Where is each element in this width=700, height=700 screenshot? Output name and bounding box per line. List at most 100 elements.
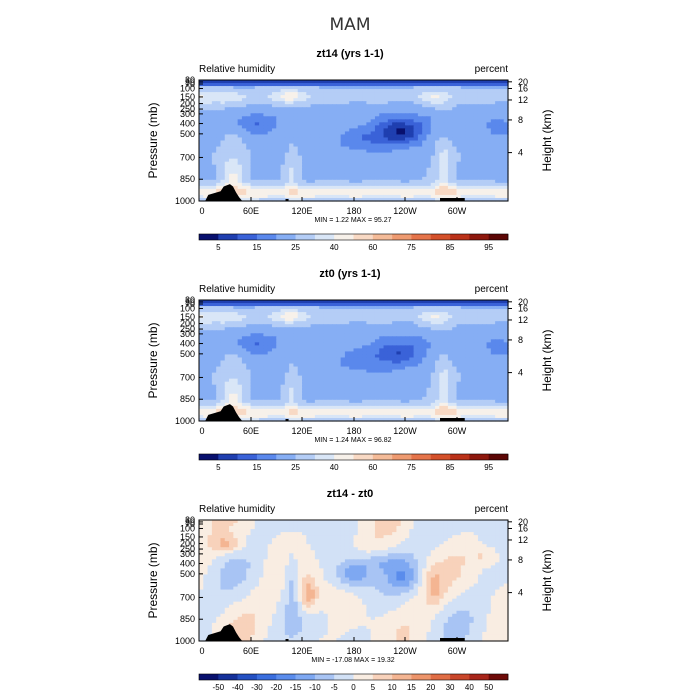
heatmap-cell — [280, 125, 286, 130]
heatmap-cell — [276, 312, 282, 316]
heatmap-cell — [426, 176, 432, 181]
heatmap-cell — [469, 375, 475, 380]
heatmap-cell — [211, 372, 217, 377]
heatmap-cell — [387, 191, 393, 196]
heatmap-cell — [357, 336, 363, 340]
heatmap-cell — [254, 197, 260, 202]
heatmap-cell — [323, 324, 329, 328]
heatmap-cell — [250, 191, 256, 196]
heatmap-cell — [374, 146, 380, 151]
heatmap-cell — [332, 110, 337, 114]
heatmap-cell — [323, 191, 329, 196]
heatmap-cell — [297, 86, 303, 90]
colorbar: 5 15 25 40 60 75 85 95 — [198, 233, 509, 252]
heatmap-cell — [241, 381, 247, 386]
heatmap-cell — [344, 197, 350, 202]
heatmap-cell — [314, 366, 320, 371]
heatmap-cell — [280, 131, 286, 136]
heatmap-cell — [413, 354, 419, 359]
heatmap-cell — [271, 318, 277, 322]
heatmap-cell — [447, 312, 453, 316]
heatmap-cell — [280, 336, 286, 340]
heatmap-cell — [357, 324, 363, 328]
heatmap-cell — [362, 306, 367, 310]
heatmap-cell — [499, 330, 505, 334]
heatmap-cell — [310, 119, 316, 123]
heatmap-cell — [490, 179, 496, 184]
heatmap-cell — [456, 164, 462, 169]
heatmap-cell — [246, 170, 252, 175]
heatmap-cell — [366, 149, 372, 154]
heatmap-cell — [422, 309, 428, 313]
heatmap-cell — [490, 152, 496, 157]
heatmap-cell — [392, 363, 398, 368]
heatmap-cell — [216, 104, 222, 108]
heatmap-cell — [362, 92, 367, 96]
heatmap-cell — [392, 179, 398, 184]
heatmap-cell — [400, 134, 406, 139]
heatmap-cell — [353, 372, 359, 377]
heatmap-cell — [344, 125, 350, 130]
heatmap-cell — [456, 122, 462, 126]
heatmap-cell — [400, 348, 406, 353]
heatmap-cell — [486, 134, 492, 139]
heatmap-cell — [276, 327, 282, 331]
heatmap-cell — [422, 83, 428, 87]
heatmap-cell — [396, 324, 402, 328]
heatmap-cell — [353, 309, 359, 313]
heatmap-cell — [199, 113, 204, 117]
heatmap-cell — [456, 107, 462, 111]
heatmap-cell — [405, 327, 410, 331]
heatmap-cell — [224, 125, 230, 130]
heatmap-cell — [289, 188, 295, 193]
heatmap-cell — [357, 158, 363, 163]
heatmap-cell — [482, 173, 488, 178]
heatmap-cell — [366, 309, 372, 313]
heatmap-cell — [503, 197, 509, 202]
heatmap-cell — [302, 318, 307, 322]
heatmap-cell — [284, 375, 290, 380]
heatmap-cell — [422, 351, 428, 356]
heatmap-cell — [327, 336, 333, 340]
heatmap-cell — [267, 140, 273, 145]
heatmap-cell — [447, 134, 453, 139]
heatmap-cell — [289, 83, 295, 87]
heatmap-cell — [259, 182, 264, 187]
heatmap-cell — [284, 306, 290, 310]
heatmap-cell — [237, 179, 243, 184]
heatmap-cell — [387, 131, 393, 136]
heatmap-cell — [297, 381, 303, 386]
heatmap-cell — [319, 179, 325, 184]
heatmap-cell — [229, 143, 234, 148]
heatmap-cell — [392, 336, 398, 340]
heatmap-cell — [405, 167, 410, 172]
heatmap-cell — [332, 336, 337, 340]
heatmap-cell — [387, 339, 393, 343]
heatmap-cell — [392, 158, 398, 163]
heatmap-cell — [344, 167, 350, 172]
heatmap-cell — [263, 140, 269, 145]
y-tick-label: 500 — [180, 129, 195, 139]
heatmap-cell — [246, 182, 252, 187]
heatmap-cell — [289, 191, 295, 196]
heatmap-cell — [366, 342, 372, 346]
heatmap-cell — [203, 384, 209, 389]
heatmap-cell — [353, 167, 359, 172]
heatmap-cell — [327, 188, 333, 193]
heatmap-cell — [306, 339, 312, 343]
heatmap-cell — [332, 95, 337, 99]
heatmap-cell — [362, 89, 367, 93]
heatmap-cell — [203, 143, 209, 148]
heatmap-cell — [430, 101, 436, 105]
heatmap-cell — [280, 369, 286, 374]
heatmap-cell — [233, 86, 239, 90]
heatmap-cell — [267, 369, 273, 374]
heatmap-cell — [284, 303, 290, 307]
heatmap-cell — [490, 182, 496, 187]
heatmap-cell — [237, 95, 243, 99]
heatmap-cell — [319, 303, 325, 307]
heatmap-cell — [447, 101, 453, 105]
heatmap-cell — [460, 327, 466, 331]
heatmap-cell — [220, 80, 226, 84]
heatmap-cell — [422, 191, 428, 196]
